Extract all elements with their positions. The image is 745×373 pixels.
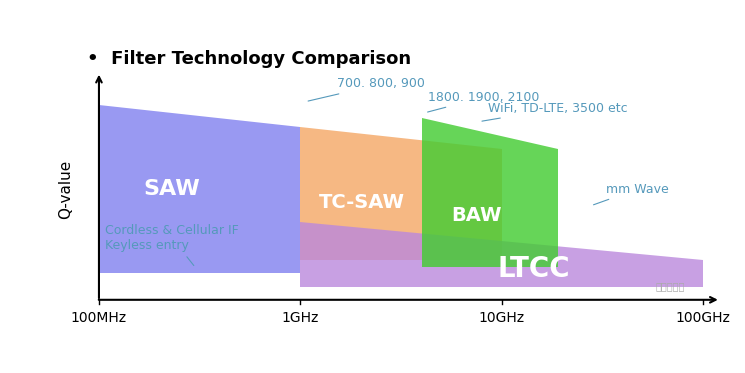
Text: WiFi, TD-LTE, 3500 etc: WiFi, TD-LTE, 3500 etc [482, 102, 628, 121]
Text: 100GHz: 100GHz [675, 311, 730, 325]
Polygon shape [300, 222, 703, 286]
Text: LTCC: LTCC [497, 255, 570, 283]
Text: 10GHz: 10GHz [478, 311, 524, 325]
Text: Q-value: Q-value [58, 160, 73, 219]
Text: 射频半导体: 射频半导体 [655, 281, 685, 291]
Text: SAW: SAW [143, 179, 200, 199]
Polygon shape [422, 118, 558, 267]
Text: 1GHz: 1GHz [282, 311, 319, 325]
Text: BAW: BAW [451, 206, 501, 225]
Polygon shape [300, 127, 501, 260]
Text: mm Wave: mm Wave [594, 183, 669, 205]
Text: TC-SAW: TC-SAW [319, 193, 405, 212]
Text: 1800. 1900, 2100: 1800. 1900, 2100 [428, 91, 539, 112]
Text: •  Filter Technology Comparison: • Filter Technology Comparison [87, 50, 411, 68]
Text: Cordless & Cellular IF
Keyless entry: Cordless & Cellular IF Keyless entry [105, 224, 238, 266]
Polygon shape [99, 105, 300, 273]
Text: 700. 800, 900: 700. 800, 900 [308, 78, 425, 101]
Text: 100MHz: 100MHz [71, 311, 127, 325]
